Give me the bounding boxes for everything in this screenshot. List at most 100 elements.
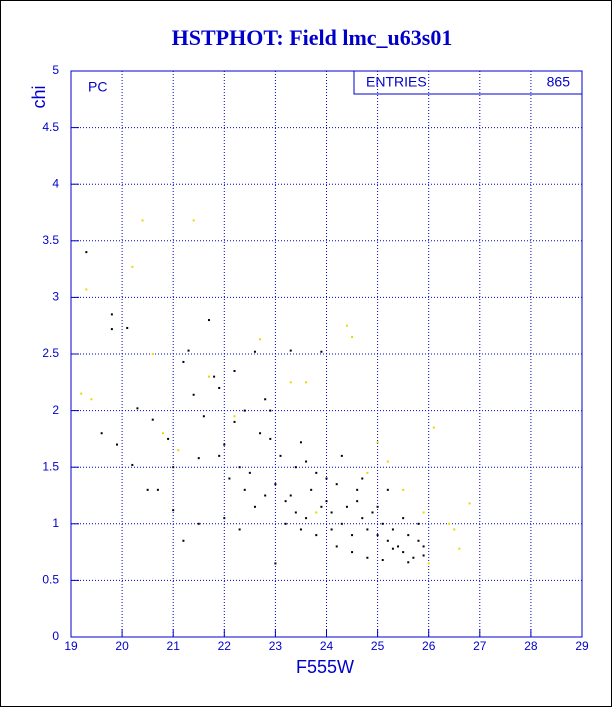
point xyxy=(315,471,318,474)
point xyxy=(386,488,389,491)
point xyxy=(156,488,159,491)
y-tick-label: 4 xyxy=(52,176,59,190)
y-tick-label: 2 xyxy=(52,403,59,417)
y-tick-label: 2.5 xyxy=(42,346,59,360)
point xyxy=(289,381,292,384)
point xyxy=(233,415,236,418)
point xyxy=(345,324,348,327)
point xyxy=(402,488,405,491)
point xyxy=(305,460,308,463)
point xyxy=(192,219,195,222)
point xyxy=(381,559,384,562)
point xyxy=(386,539,389,542)
y-tick-label: 3.5 xyxy=(42,233,59,247)
point xyxy=(397,545,400,548)
point xyxy=(376,505,379,508)
point xyxy=(207,375,210,378)
point xyxy=(110,328,113,331)
point xyxy=(366,471,369,474)
point xyxy=(228,477,231,480)
point xyxy=(131,463,134,466)
point xyxy=(289,494,292,497)
point xyxy=(356,500,359,503)
point xyxy=(136,407,139,410)
point xyxy=(115,443,118,446)
point xyxy=(177,449,180,452)
point xyxy=(330,511,333,514)
point xyxy=(274,562,277,565)
point xyxy=(335,545,338,548)
point xyxy=(197,457,200,460)
point xyxy=(345,505,348,508)
y-tick-label: 0.5 xyxy=(42,573,59,587)
point xyxy=(248,471,251,474)
x-tick-label: 21 xyxy=(167,639,181,653)
point xyxy=(253,505,256,508)
point xyxy=(187,349,190,352)
point xyxy=(330,528,333,531)
point xyxy=(376,441,379,444)
point xyxy=(269,409,272,412)
point xyxy=(340,522,343,525)
point xyxy=(218,454,221,457)
point xyxy=(259,432,262,435)
point xyxy=(90,398,93,401)
point xyxy=(386,460,389,463)
y-tick-label: 5 xyxy=(52,63,59,77)
point xyxy=(294,511,297,514)
point xyxy=(320,505,323,508)
point xyxy=(422,554,425,557)
point xyxy=(289,349,292,352)
x-tick-label: 25 xyxy=(371,639,385,653)
point xyxy=(172,466,175,469)
y-tick-label: 4.5 xyxy=(42,120,59,134)
y-axis-label: chi xyxy=(29,85,49,108)
y-tick-label: 1.5 xyxy=(42,459,59,473)
point xyxy=(422,545,425,548)
point xyxy=(407,561,410,564)
point xyxy=(238,528,241,531)
point xyxy=(151,418,154,421)
point xyxy=(197,522,200,525)
point xyxy=(167,437,170,440)
point xyxy=(453,528,456,531)
point xyxy=(284,500,287,503)
point xyxy=(422,511,425,514)
x-tick-label: 22 xyxy=(218,639,232,653)
point xyxy=(207,319,210,322)
point xyxy=(238,466,241,469)
y-tick-label: 1 xyxy=(52,516,59,530)
point xyxy=(351,534,354,537)
x-tick-label: 23 xyxy=(269,639,283,653)
point xyxy=(335,483,338,486)
point xyxy=(233,420,236,423)
point xyxy=(305,381,308,384)
point xyxy=(284,522,287,525)
point xyxy=(223,443,226,446)
point xyxy=(100,432,103,435)
point xyxy=(151,353,154,355)
point xyxy=(264,494,267,497)
point xyxy=(402,551,405,554)
x-tick-label: 26 xyxy=(422,639,436,653)
point xyxy=(141,219,144,222)
point xyxy=(202,415,205,418)
point xyxy=(259,338,262,341)
point xyxy=(192,393,195,396)
point xyxy=(269,437,272,440)
point xyxy=(376,534,379,537)
point xyxy=(402,517,405,520)
point xyxy=(325,500,328,503)
y-tick-label: 0 xyxy=(52,629,59,643)
point xyxy=(172,509,175,512)
point xyxy=(381,522,384,525)
point xyxy=(85,251,88,254)
point xyxy=(310,488,313,491)
point xyxy=(412,556,415,559)
stats-label: ENTRIES xyxy=(366,74,427,90)
point xyxy=(182,360,185,363)
point xyxy=(315,511,318,514)
point xyxy=(427,562,430,565)
point xyxy=(320,350,323,353)
